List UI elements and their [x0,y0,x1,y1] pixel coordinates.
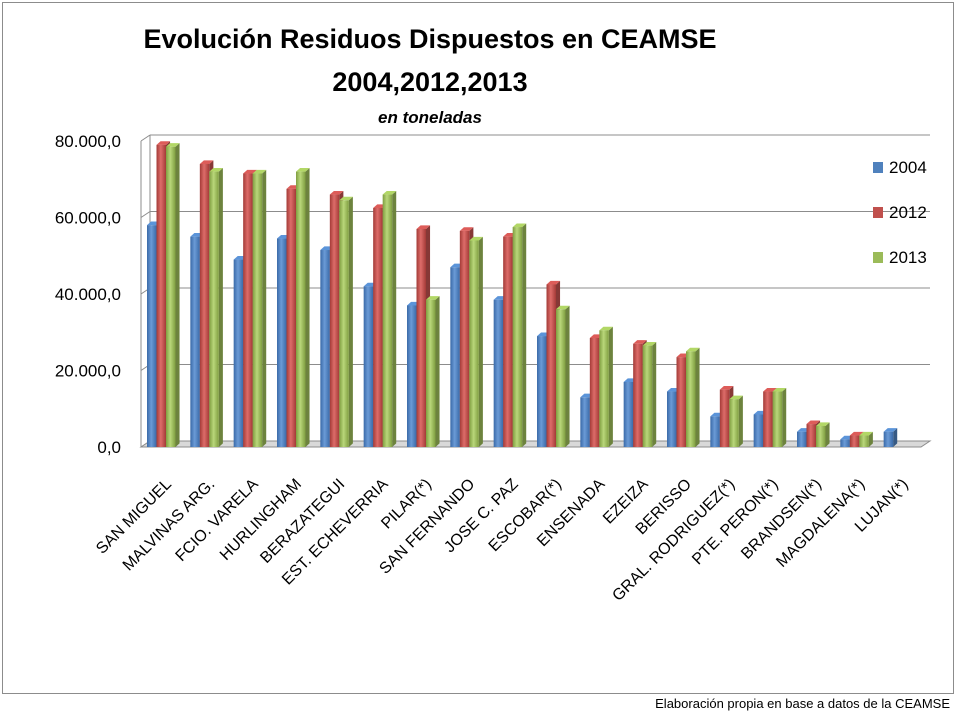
chart-frame: Evolución Residuos Dispuestos en CEAMSE … [2,2,954,694]
bar-2013 [556,305,570,447]
legend-label: 2004 [889,158,927,177]
bar-2013 [686,347,700,447]
gridline-depth [140,134,151,142]
gridline-depth [140,211,151,218]
legend-swatch-2004 [873,162,883,173]
bar-2013 [512,223,527,447]
bar-2013 [166,143,180,448]
legend-label: 2012 [889,203,927,222]
chart-title-line2: 2004,2012,2013 [332,67,527,97]
legend: 2004 2012 2013 [873,158,927,267]
bar-2013 [426,296,440,447]
y-tick-label: 80.000,0 [55,132,121,151]
y-tick-label: 40.000,0 [55,285,121,304]
bar-2004 [883,428,898,447]
bar-2013 [816,422,830,447]
legend-label: 2013 [889,248,927,267]
bar-2013 [729,395,743,447]
y-tick-label: 0,0 [97,438,121,457]
legend-swatch-2012 [873,207,883,218]
bar-2013 [642,342,657,447]
grid-layer: 0,0 20.000,0 40.000,0 60.000,0 80.000,0 [55,132,930,457]
bar-2013 [469,236,483,447]
bar-2013 [339,196,353,447]
bar-2013 [772,387,787,447]
y-tick-label: 60.000,0 [55,209,121,228]
source-note: Elaboración propia en base a datos de la… [655,696,950,711]
y-tick-label: 20.000,0 [55,362,121,381]
bar-2013 [209,168,223,447]
x-tick-label: SAN MIGUEL [93,476,175,558]
bars-layer [147,141,898,448]
bar-2013 [859,431,873,447]
legend-swatch-2013 [873,252,883,263]
bar-2013 [382,190,397,447]
bar-2013 [599,326,613,447]
chart-subtitle: en toneladas [378,108,482,127]
bar-2013 [296,168,310,447]
chart-svg: Evolución Residuos Dispuestos en CEAMSE … [55,24,932,605]
chart-title: Evolución Residuos Dispuestos en CEAMSE [143,24,716,54]
bar-2013 [252,169,267,447]
